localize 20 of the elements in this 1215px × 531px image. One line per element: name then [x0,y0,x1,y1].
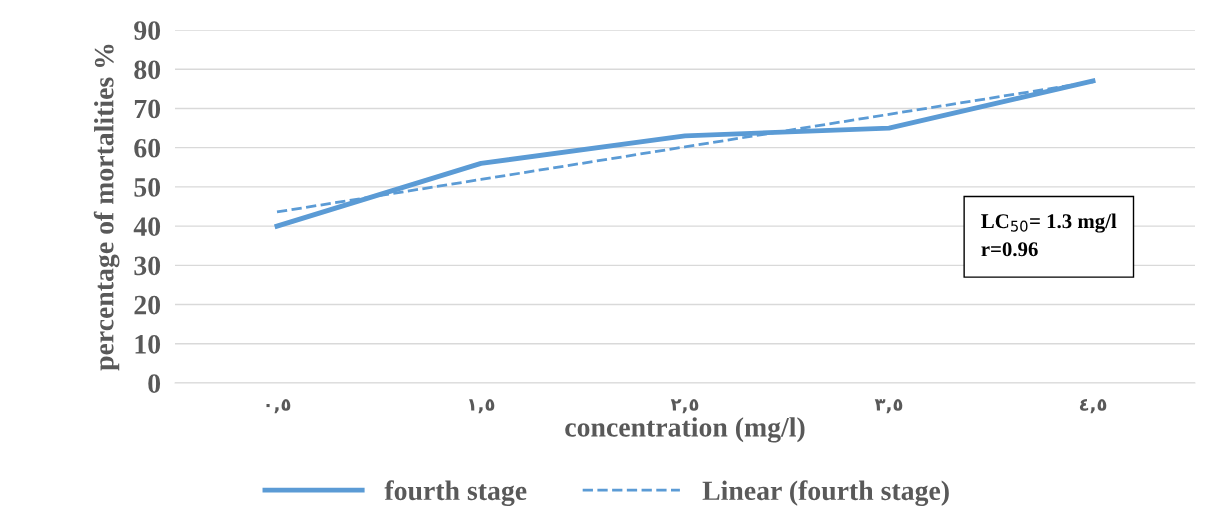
annotation: LC$_{50}$= 1.3 mg/l r=0.96 [981,213,1117,257]
y-tick-label: 20 [134,295,161,315]
legend-label: fourth stage [384,480,527,506]
x-axis-title: concentration (mg/l) [565,417,805,443]
y-tick-label: 70 [134,99,161,119]
y-tick-label: 90 [134,21,161,40]
y-tick-label: 60 [134,138,161,158]
y-tick-label: 80 [134,60,161,80]
y-tick-label: 30 [134,256,161,276]
x-tick-label: ٤,٥ [1079,398,1107,414]
x-tick-label: ٣,٥ [874,399,903,414]
y-tick-label: 50 [134,178,161,197]
y-tick-label: 40 [133,217,161,237]
x-tick-label: ٢,٥ [670,399,699,414]
y-tick-label: 0 [148,374,161,393]
x-tick-label: ٠,٥ [266,399,291,414]
legend-label: Linear (fourth stage) [702,480,949,506]
y-axis-title: percentage of mortalities % [93,44,120,371]
y-tick-label: 10 [135,334,161,354]
x-tick-label: ١,٥ [469,399,495,414]
